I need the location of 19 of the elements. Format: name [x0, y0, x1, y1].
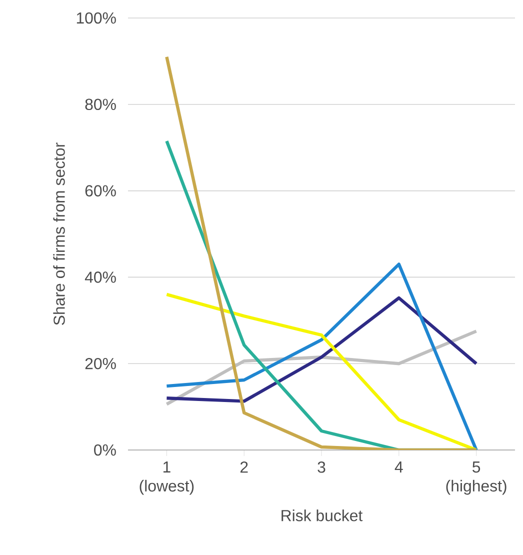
x-tick-label: 3 — [318, 462, 326, 473]
x-tick-label: 5 — [472, 462, 480, 473]
y-tick-label: 20% — [85, 358, 116, 370]
y-axis-title: Share of firms from sector — [53, 142, 65, 325]
text: (lowest) — [140, 480, 194, 495]
y-tick-label: 60% — [85, 185, 116, 196]
y-tick-label: 80% — [85, 98, 116, 110]
y-tick-label: 40% — [84, 272, 116, 283]
y-tick-label: 100% — [76, 12, 116, 24]
x-axis-title: Risk bucket — [282, 510, 363, 522]
y-tick-label: 0% — [94, 444, 116, 456]
x-tick-label: 2 — [240, 462, 248, 473]
line-series — [165, 262, 478, 450]
line-series — [165, 296, 478, 403]
line-series — [165, 292, 478, 450]
text: (highest) — [446, 480, 506, 495]
x-tick-label: 4 — [394, 462, 403, 472]
line-series — [165, 55, 478, 450]
x-tick-label: 1 — [163, 462, 170, 472]
